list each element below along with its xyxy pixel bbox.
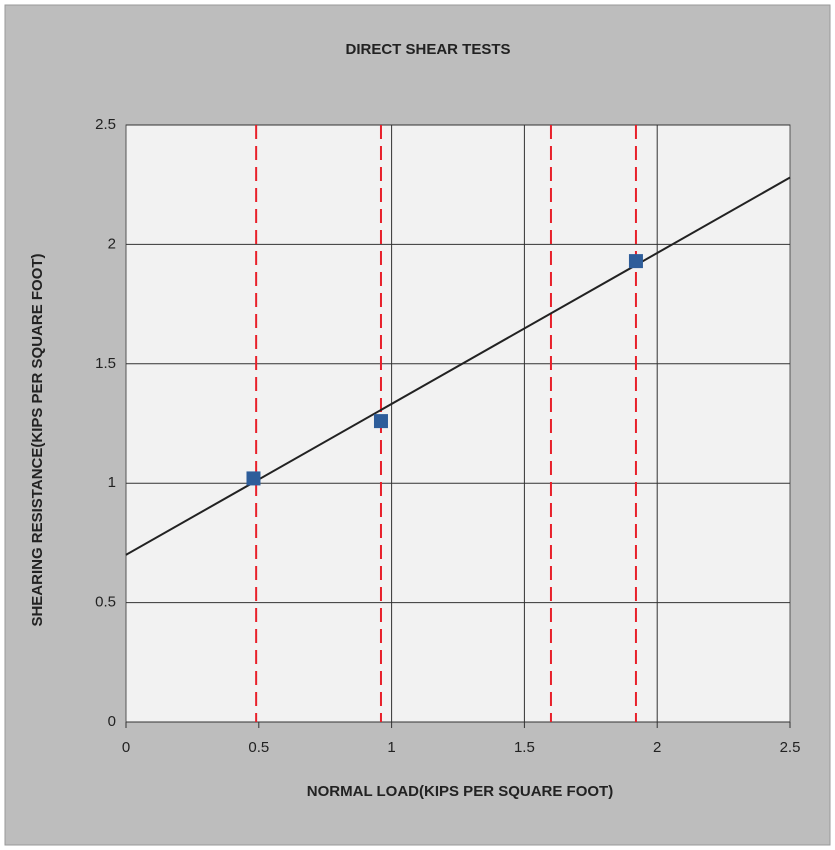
point xyxy=(246,471,261,486)
x-tick-label: 1 xyxy=(387,739,395,756)
y-tick-label: 1.5 xyxy=(95,355,116,372)
x-tick-label: 2.5 xyxy=(780,739,801,756)
y-tick-label: 2.5 xyxy=(95,116,116,133)
y-tick-label: 0 xyxy=(108,713,116,730)
y-tick-label: 2 xyxy=(108,235,116,252)
x-tick-label: 1.5 xyxy=(514,739,535,756)
chart-title: DIRECT SHEAR TESTS xyxy=(345,41,510,58)
point xyxy=(628,254,643,269)
point xyxy=(373,414,388,429)
x-axis-label: NORMAL LOAD(KIPS PER SQUARE FOOT) xyxy=(307,783,613,800)
y-axis-label: SHEARING RESISTANCE(KIPS PER SQUARE FOOT… xyxy=(29,253,46,626)
y-tick-label: 0.5 xyxy=(95,594,116,611)
x-tick-label: 0.5 xyxy=(248,739,269,756)
x-tick-label: 0 xyxy=(122,739,130,756)
trend-line xyxy=(125,176,791,556)
x-tick-label: 2 xyxy=(653,739,661,756)
y-tick-label: 1 xyxy=(108,474,116,491)
plot-area xyxy=(125,124,791,723)
